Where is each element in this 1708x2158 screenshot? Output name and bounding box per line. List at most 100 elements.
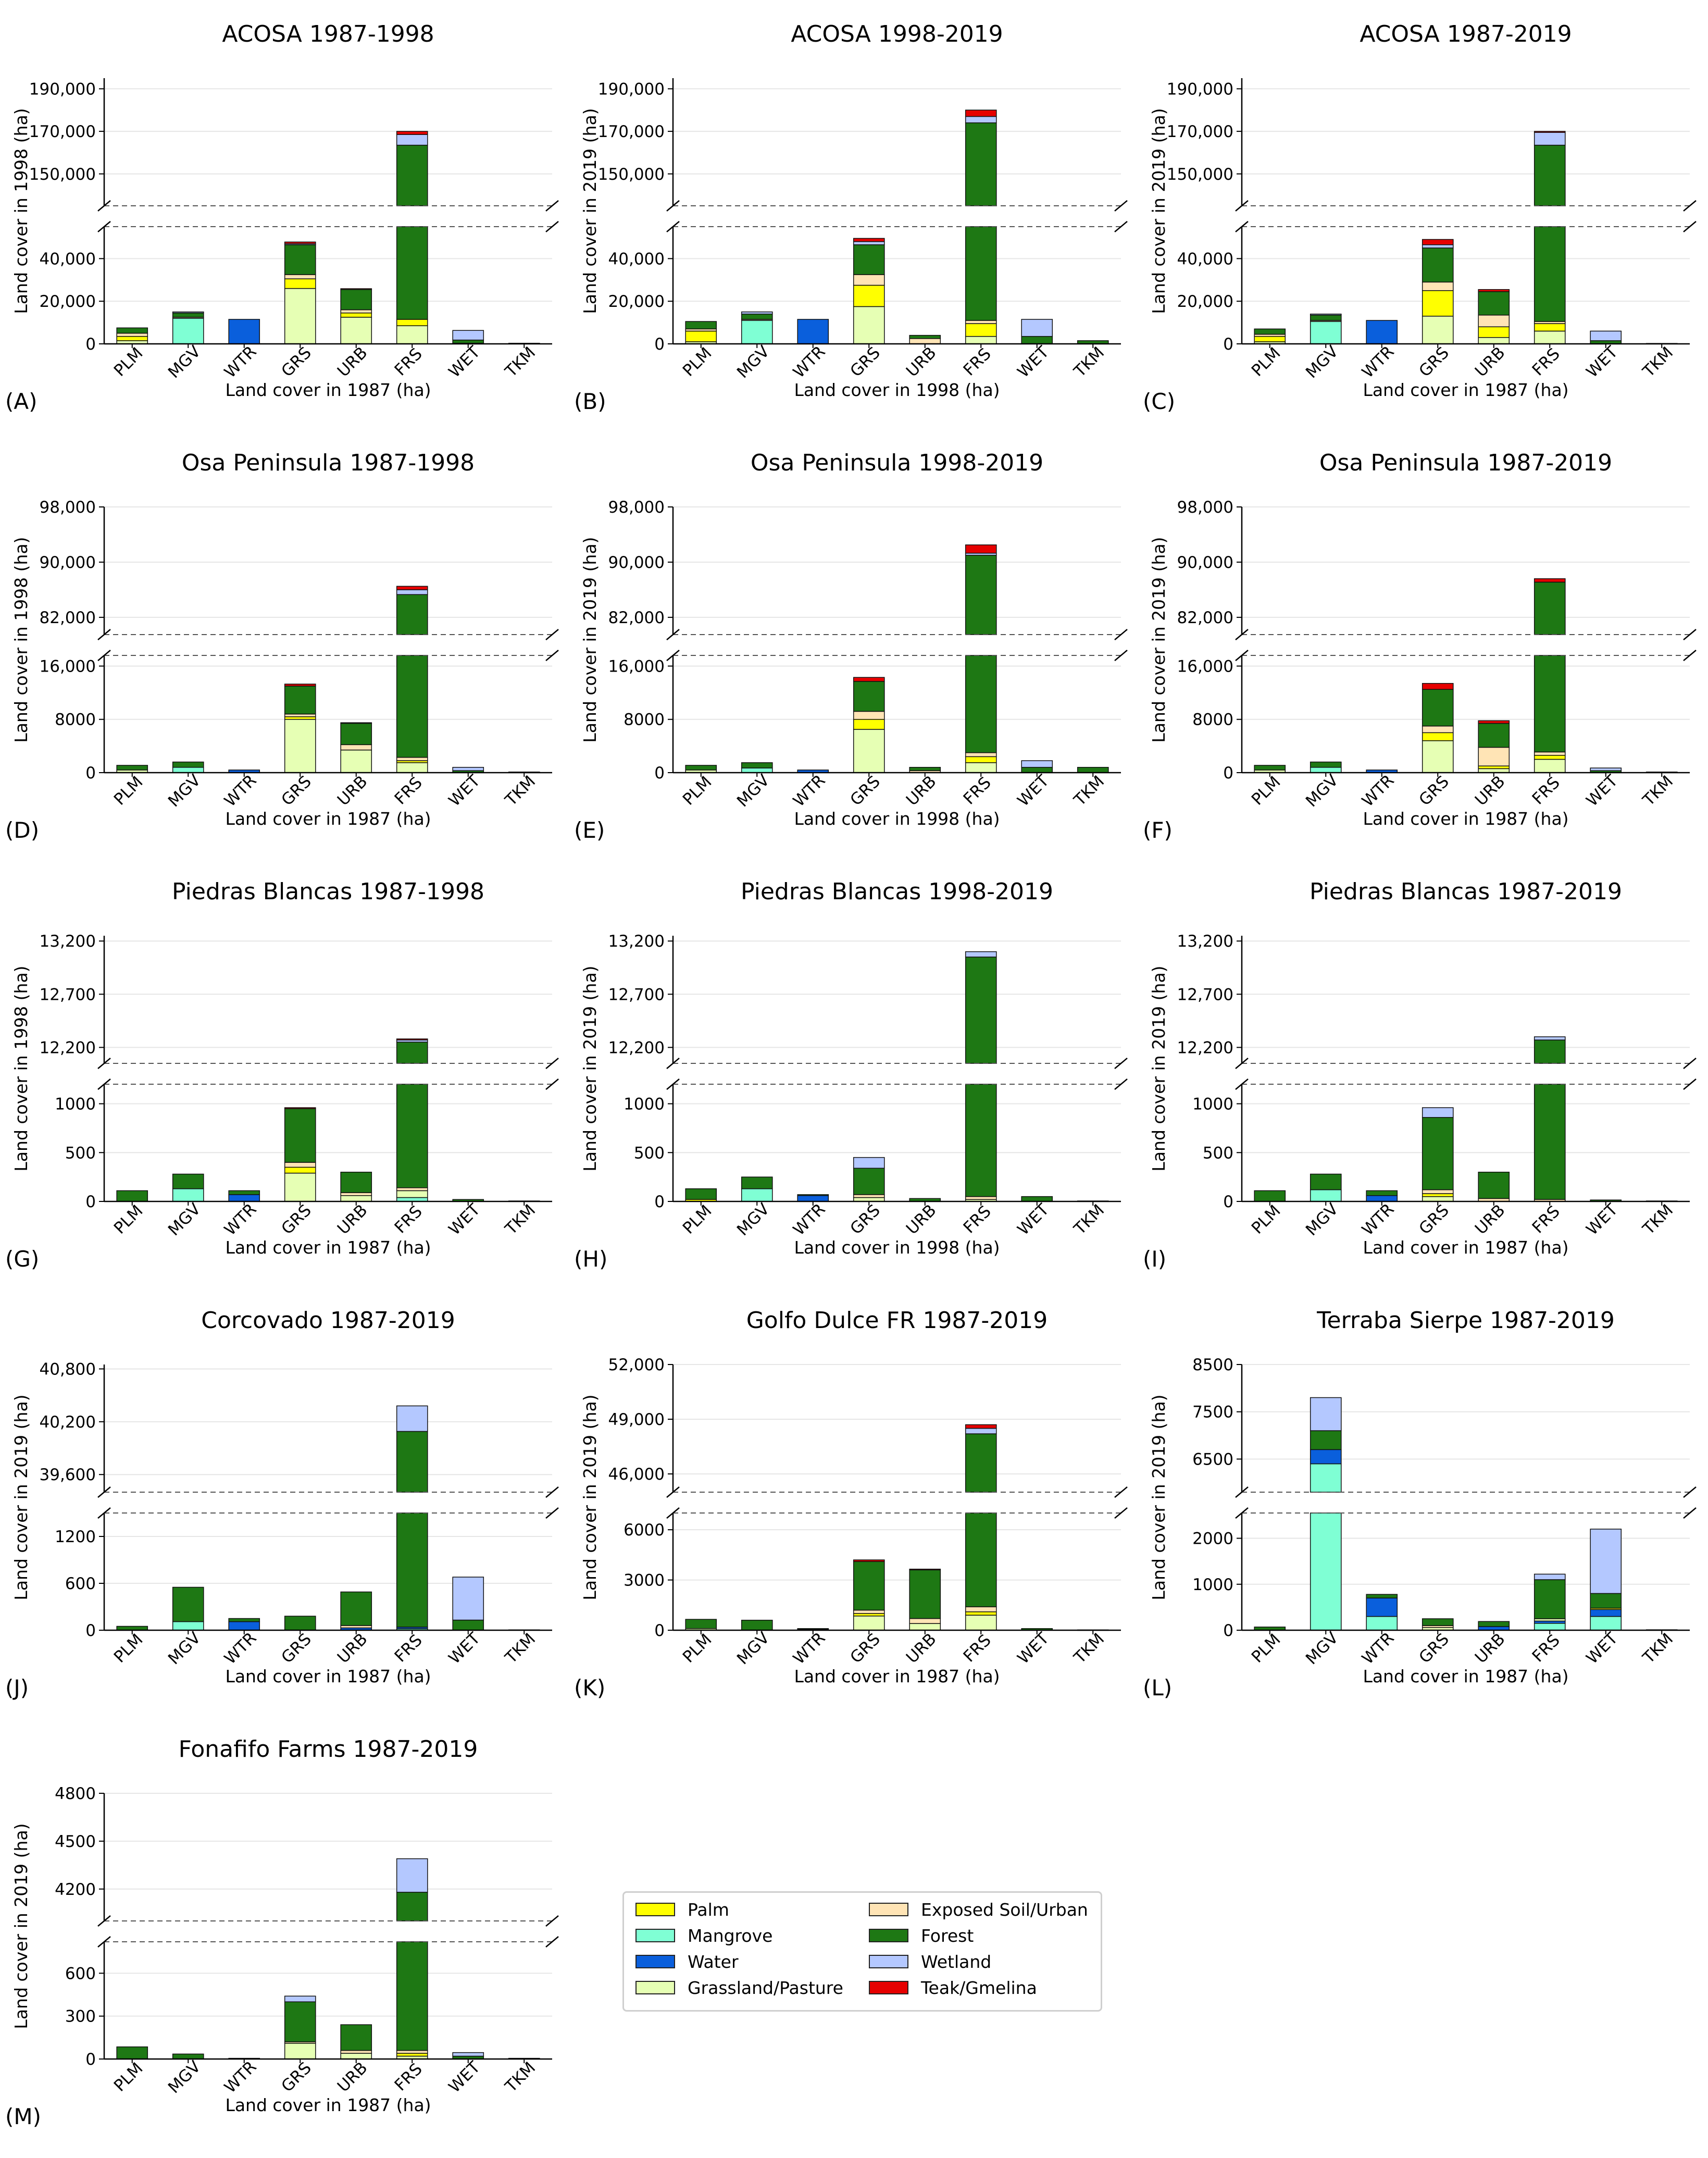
panel-label: (M) (5, 2104, 41, 2129)
y-tick-label-high: 46,000 (608, 1465, 665, 1484)
y-tick-label-low: 20,000 (608, 292, 665, 311)
bar-segment-URB-forest (909, 767, 941, 771)
bar-segment-FRS-forest (965, 1433, 997, 1493)
axis-break-mark (545, 629, 559, 640)
x-tick-label: URB (334, 1201, 371, 1238)
bar-segment-FRS-forest (396, 594, 428, 635)
bar-segment-GRS-forest (1422, 1117, 1454, 1190)
x-tick-label: PLM (110, 344, 147, 380)
chart-title: Golfo Dulce FR 1987-2019 (746, 1307, 1048, 1334)
bar-segment-URB-palm (340, 312, 372, 318)
bar-segment-MGV-mangrove (172, 318, 204, 344)
bar-segment-PLM-forest (1254, 328, 1286, 335)
y-tick-label-high: 13,200 (608, 932, 665, 951)
bar-segment-PLM-palm (1254, 336, 1286, 342)
y-tick-label-high: 4800 (55, 1784, 96, 1803)
x-tick-label: URB (903, 772, 940, 810)
y-tick-label-low: 0 (1223, 1193, 1233, 1211)
panel-label: (I) (1143, 1246, 1166, 1272)
bar-segment-WET-forest (452, 1619, 484, 1631)
bar-segment-URB-teak (1478, 720, 1510, 724)
y-tick-label-high: 90,000 (1177, 553, 1233, 572)
x-tick-label: FRS (960, 1202, 995, 1237)
axis-break-mark (97, 200, 111, 212)
bar-segment-WET-wetland (452, 767, 484, 771)
y-tick-label-low: 0 (654, 1621, 665, 1640)
y-axis-label: Land cover in 2019 (ha) (1149, 965, 1169, 1171)
chart-title: Osa Peninsula 1998-2019 (751, 450, 1043, 476)
y-tick-label-low: 20,000 (40, 292, 96, 311)
x-tick-label: TKM (1070, 1201, 1108, 1239)
x-tick-label: GRS (846, 772, 884, 810)
bar-segment-FRS-palm (1534, 755, 1566, 760)
axis-break-mark (97, 650, 111, 661)
y-tick-label-low: 2000 (1192, 1530, 1233, 1548)
x-tick-label: MGV (165, 771, 204, 811)
axis-break-mark (97, 1486, 111, 1498)
y-tick-label-low: 0 (85, 764, 96, 783)
bar-segment-GRS-forest (284, 686, 316, 715)
x-tick-label: MGV (733, 1200, 773, 1239)
bar-segment-URB-palm (1478, 326, 1510, 338)
bar-segment-MGV-forest (172, 2053, 204, 2060)
chart-svg: Piedras Blancas 1987-2019 0 500 1000 12,200 1… (1143, 878, 1697, 1272)
y-tick-label-high: 8500 (1192, 1356, 1233, 1374)
y-tick-label-high: 82,000 (40, 609, 96, 627)
bar-segment-MGV-forest (1310, 761, 1342, 768)
legend-item-forest: Forest (869, 1925, 974, 1946)
x-tick-label: FRS (1529, 1202, 1564, 1237)
bar-segment-GRS-palm (1422, 1193, 1454, 1197)
bar-segment-URB-teak (1478, 289, 1510, 292)
bar-segment-GRS-urban (853, 1609, 885, 1614)
x-tick-label: GRS (278, 2058, 315, 2096)
x-tick-label: URB (334, 2058, 371, 2096)
bar-segment-FRS-forest (965, 1512, 997, 1607)
x-tick-label: FRS (1529, 773, 1564, 808)
panel-label: (G) (5, 1246, 39, 1272)
x-axis-label: Land cover in 1987 (ha) (1363, 1237, 1568, 1258)
axis-break-mark (1114, 1486, 1128, 1498)
x-tick-label: MGV (733, 342, 773, 382)
bar-segment-WTR-forest (228, 1618, 260, 1622)
chart-title: Piedras Blancas 1987-2019 (1310, 878, 1622, 905)
bar-segment-FRS-forest (1534, 1039, 1566, 1064)
bar-segment-URB-grass (340, 1195, 372, 1202)
bar-segment-FRS-forest (396, 226, 428, 320)
bar-segment-FRS-palm (965, 323, 997, 337)
bar-segment-MGV-mangrove (741, 320, 773, 344)
bar-segment-WET-wetland (452, 330, 484, 341)
bar-segment-FRS-forest (965, 122, 997, 206)
bar-segment-FRS-forest (1534, 581, 1566, 635)
bar-segment-GRS-wetland (284, 1995, 316, 2002)
x-tick-label: FRS (391, 2060, 426, 2094)
y-tick-label-low: 0 (85, 1621, 96, 1640)
bar-segment-URB-urban (340, 744, 372, 751)
chart-svg: Piedras Blancas 1987-1998 0 500 1000 12,200 1… (5, 878, 559, 1272)
y-tick-label-low: 0 (1223, 335, 1233, 354)
bar-segment-WTR-water (797, 319, 829, 344)
bar-segment-GRS-grass (1422, 1196, 1454, 1202)
bar-segment-GRS-urban (853, 711, 885, 720)
bar-segment-PLM-urban (116, 332, 148, 337)
chart-panel-L: Terraba Sierpe 1987-2019 0 1000 2000 6500 750… (1138, 1297, 1705, 1729)
legend-swatch (869, 1903, 908, 1916)
bar-segment-FRS-teak (965, 544, 997, 554)
x-tick-label: URB (1472, 772, 1509, 810)
bar-segment-URB-grass (340, 749, 372, 773)
bar-segment-URB-urban (909, 338, 941, 344)
bar-segment-WET-forest (1021, 1196, 1053, 1202)
bar-segment-GRS-teak (284, 1107, 316, 1109)
x-tick-label: URB (1472, 343, 1509, 381)
bar-segment-MGV-forest (1310, 1430, 1342, 1450)
chart-svg: Piedras Blancas 1998-2019 0 500 1000 12,200 1… (574, 878, 1128, 1272)
y-tick-label-high: 40,200 (40, 1413, 96, 1432)
x-tick-label: GRS (278, 1630, 315, 1667)
axis-break-mark (97, 221, 111, 232)
y-axis-label: Land cover in 2019 (ha) (580, 1394, 600, 1600)
bar-segment-GRS-wetland (1422, 244, 1454, 249)
x-axis-label: Land cover in 1987 (ha) (225, 2095, 431, 2115)
bar-segment-GRS-palm (1422, 732, 1454, 741)
bar-segment-MGV-forest (172, 312, 204, 318)
y-axis-label: Land cover in 2019 (ha) (1149, 108, 1169, 314)
chart-title: Corcovado 1987-2019 (201, 1307, 455, 1334)
